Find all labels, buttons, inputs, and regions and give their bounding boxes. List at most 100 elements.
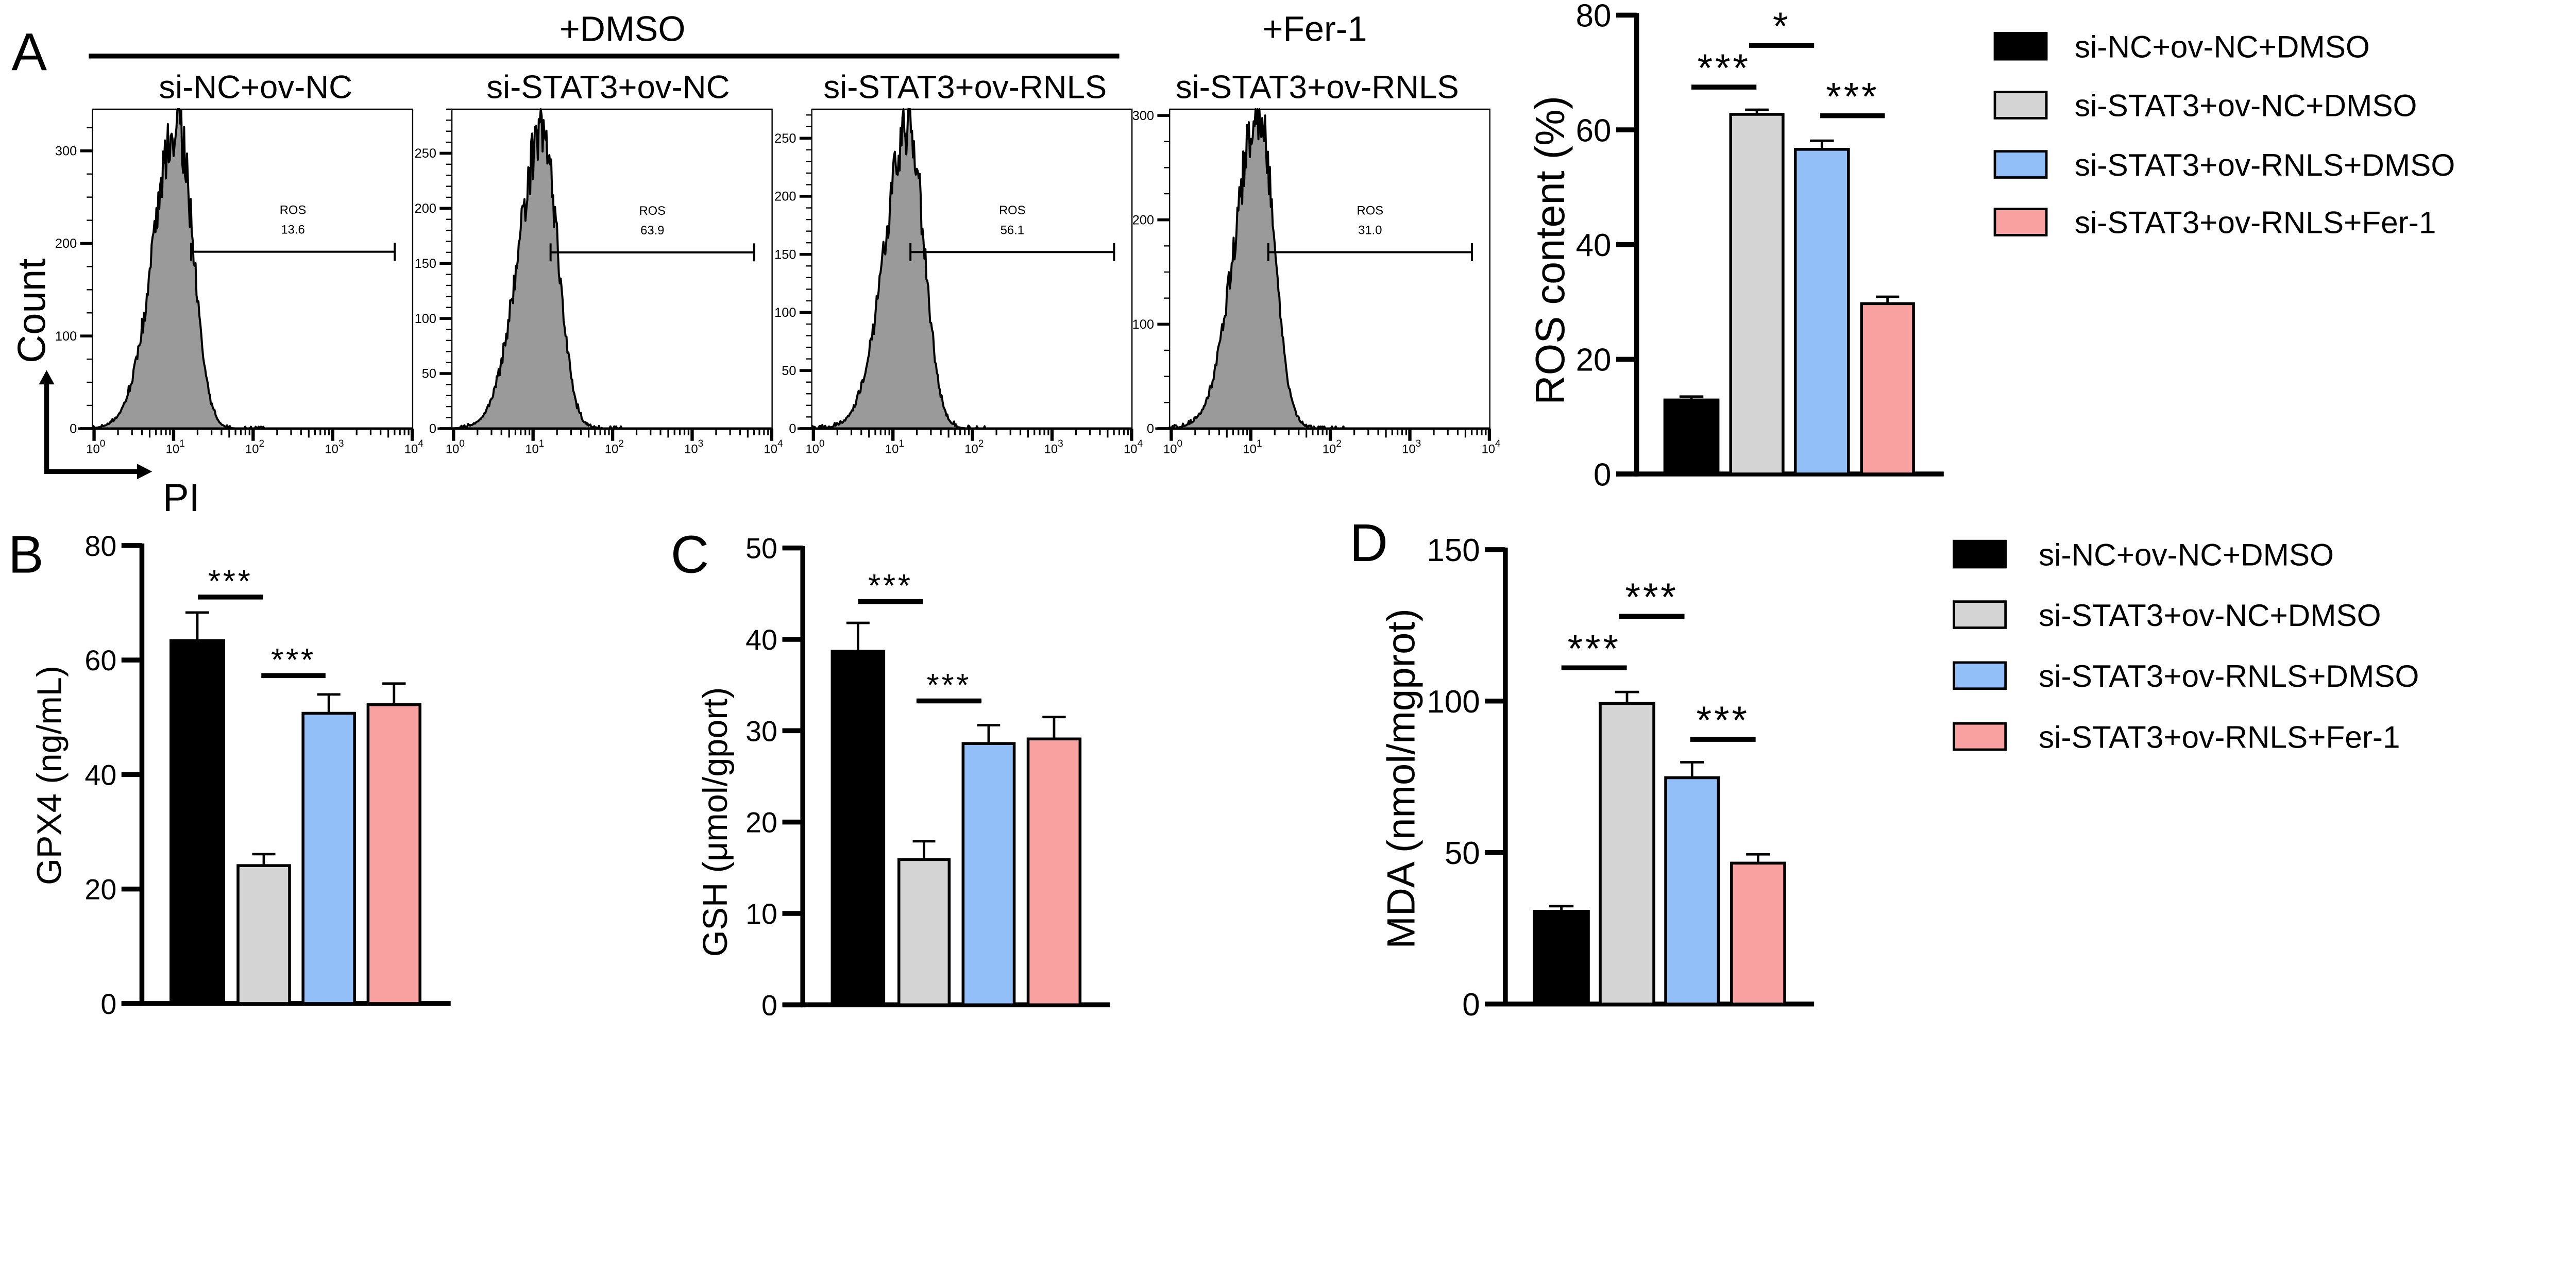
y-tick-label: 150 [1427,533,1480,568]
legend-swatch [1993,208,2048,236]
legend-label: si-STAT3+ov-NC+DMSO [2039,598,2381,633]
gate-label: ROS [999,204,1026,217]
x-tick-base: 10 [86,443,99,456]
y-tick-label: 40 [1576,228,1612,263]
gate-value: 13.6 [281,223,304,237]
gate-value: 63.9 [640,224,664,238]
y-tick-label: 50 [422,367,436,381]
y-tick-label: 50 [745,533,777,565]
significance-stars: *** [1697,699,1750,742]
histogram-title: si-STAT3+ov-RNLS [823,70,1107,106]
bar-4 [1730,861,1786,1006]
y-tick-label: 200 [55,236,77,251]
x-tick-exponent: 2 [259,438,264,449]
panel-label-b: B [8,524,44,584]
significance-stars: *** [1826,75,1879,119]
count-axis-label: Count [10,259,54,363]
legend-swatch [1953,661,2007,690]
bar-3 [1664,776,1720,1006]
x-tick-label: 103 [325,438,344,456]
treatment-label-dmso: +DMSO [560,9,686,48]
y-tick-label: 100 [1132,317,1154,332]
x-tick-label: 104 [1124,438,1143,456]
gate-value: 56.1 [1001,223,1024,237]
x-tick-base: 10 [1243,443,1256,456]
y-tick-label: 200 [1132,213,1154,227]
bar-4 [1860,302,1915,476]
x-tick-exponent: 0 [100,438,106,449]
histogram-curve [451,108,630,430]
y-tick-label: 100 [415,312,436,326]
y-tick-label: 60 [84,645,116,676]
y-axis-label: MDA (nmol/mgprot) [1379,608,1423,948]
bar-3 [301,711,356,1005]
y-tick-label: 100 [55,329,77,344]
y-tick-label: 150 [774,247,796,262]
x-tick-exponent: 0 [819,438,825,449]
y-tick-label: 80 [1576,0,1612,34]
x-tick-label: 104 [1482,438,1501,456]
count-arrowhead-icon [39,370,55,385]
y-tick-label: 300 [55,144,77,159]
legend-top: si-NC+ov-NC+DMSO si-STAT3+ov-NC+DMSO si-ST… [1993,29,2455,240]
x-tick-label: 101 [166,438,185,456]
x-tick-exponent: 0 [459,438,465,449]
legend-label: si-STAT3+ov-NC+DMSO [2075,88,2417,123]
x-tick-label: 103 [1402,438,1421,456]
y-tick-label: 0 [1462,987,1480,1022]
x-tick-base: 10 [245,443,259,456]
legend-swatch [1993,150,2048,179]
x-tick-exponent: 1 [1257,438,1262,449]
y-tick-label: 0 [70,422,77,436]
y-tick-label: 0 [789,422,796,436]
y-tick-label: 100 [774,306,796,320]
significance-stars: *** [927,668,972,703]
y-tick-label: 100 [1427,684,1480,720]
legend-swatch [1953,722,2007,751]
histogram-curve [810,108,990,430]
significance-stars: *** [271,642,316,678]
significance-stars: *** [208,564,253,599]
histogram-title: si-STAT3+ov-NC [486,70,730,106]
significance-stars: * [1773,5,1790,48]
y-tick-label: 50 [782,364,796,378]
x-tick-exponent: 2 [618,438,624,449]
treatment-label-fer1: +Fer-1 [1263,9,1367,48]
bar-3 [1793,148,1850,476]
y-tick-label: 50 [1445,836,1480,871]
x-tick-label: 103 [684,438,703,456]
x-tick-base: 10 [1323,443,1336,456]
x-tick-label: 100 [805,438,824,456]
legend-label: si-NC+ov-NC+DMSO [2075,29,2370,64]
y-axis-label: GPX4 (ng/mL) [31,666,69,885]
y-tick-label: 40 [745,624,777,656]
legend-swatch [1953,539,2007,569]
x-tick-base: 10 [1402,443,1415,456]
legends: si-NC+ov-NC+DMSO si-STAT3+ov-NC+DMSO si-ST… [1953,29,2455,754]
legend-swatch [1993,91,2048,120]
gate-label: ROS [1357,204,1384,217]
gate-label: ROS [280,204,307,217]
x-tick-exponent: 2 [1336,438,1342,449]
pi-arrowhead-icon [137,464,152,480]
legend-label: si-STAT3+ov-RNLS+Fer-1 [2039,719,2400,754]
legend-label: si-STAT3+ov-RNLS+DMSO [2039,658,2419,693]
x-tick-base: 10 [684,443,698,456]
x-tick-base: 10 [1163,443,1177,456]
x-tick-base: 10 [1482,443,1495,456]
x-tick-label: 103 [1044,438,1063,456]
y-tick-label: 40 [84,759,116,791]
x-tick-label: 101 [1243,438,1262,456]
x-tick-exponent: 4 [1495,438,1501,449]
histogram-curve [91,108,270,430]
x-tick-exponent: 4 [777,438,783,449]
x-tick-base: 10 [325,443,338,456]
x-tick-label: 102 [245,438,264,456]
y-axis-label: ROS content (%) [1527,96,1573,405]
y-tick-label: 0 [100,988,116,1020]
significance-stars: *** [1698,46,1751,90]
